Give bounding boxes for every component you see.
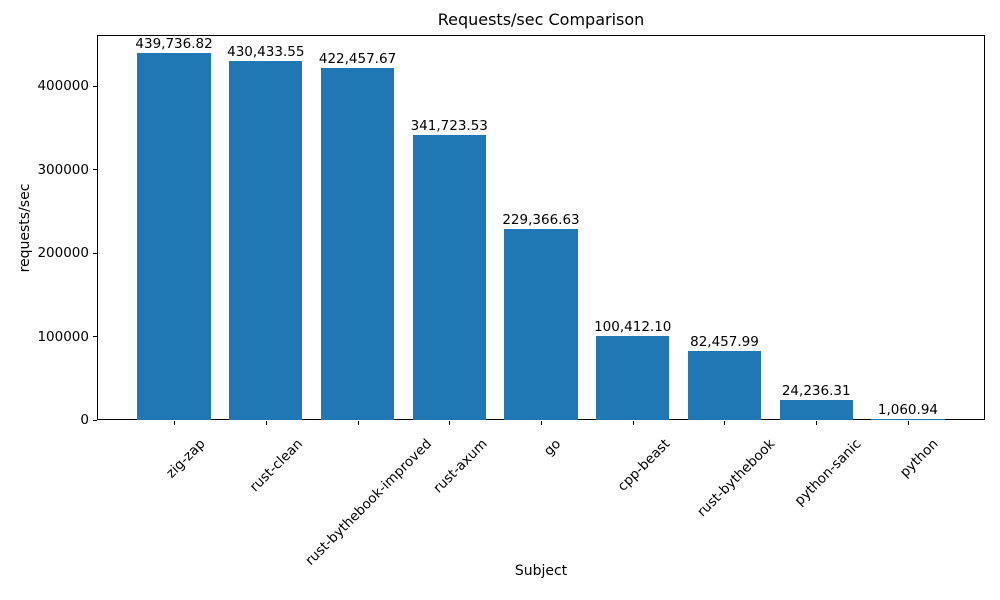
- y-tick-label: 200000: [37, 245, 89, 262]
- x-tick-label: rust-clean: [247, 436, 307, 496]
- y-tick: [93, 419, 97, 421]
- y-tick-label: 400000: [37, 78, 89, 95]
- y-tick: [93, 169, 97, 171]
- bar: [779, 400, 853, 420]
- bar: [871, 419, 945, 420]
- x-tick-label: python-sanic: [791, 436, 865, 509]
- x-tick-label: python: [897, 436, 942, 481]
- bar-value-label: 1,060.94: [877, 402, 938, 418]
- y-tick-label: 300000: [37, 161, 89, 178]
- x-tick: [541, 421, 542, 425]
- x-tick-label: rust-bythebook: [693, 436, 778, 521]
- x-tick: [265, 421, 267, 425]
- bar: [596, 336, 670, 420]
- bar-value-label: 24,236.31: [781, 383, 851, 399]
- x-tick: [907, 421, 909, 425]
- chart-title: Requests/sec Comparison: [437, 10, 645, 29]
- bar: [412, 135, 486, 420]
- y-tick: [93, 85, 97, 87]
- bar-value-label: 341,723.53: [410, 118, 488, 134]
- bar: [229, 61, 303, 420]
- y-tick: [93, 336, 97, 338]
- bar: [320, 68, 395, 420]
- bar-value-label: 229,366.63: [502, 212, 580, 228]
- x-tick-label: zig-zap: [162, 436, 209, 482]
- x-tick-label: go: [540, 436, 564, 460]
- x-tick-label: rust-axum: [430, 436, 491, 497]
- bar: [504, 229, 578, 420]
- y-tick-label: 0: [80, 412, 89, 428]
- bar-value-label: 422,457.67: [318, 51, 397, 67]
- x-tick: [449, 421, 451, 425]
- x-tick-label: cpp-beast: [614, 436, 674, 495]
- bar-value-label: 82,457.99: [690, 334, 759, 350]
- y-tick-label: 100000: [37, 328, 89, 345]
- x-tick-label: rust-bythebook-improved: [302, 436, 435, 569]
- x-axis-label: Subject: [514, 563, 568, 579]
- x-tick: [357, 421, 359, 425]
- bar: [687, 351, 762, 420]
- x-tick: [632, 421, 634, 425]
- bar-value-label: 430,433.55: [227, 44, 305, 60]
- bar-value-label: 100,412.10: [594, 319, 672, 335]
- y-tick: [93, 252, 97, 254]
- x-tick: [816, 421, 818, 425]
- x-tick: [724, 421, 726, 425]
- bar: [137, 53, 211, 420]
- bar-value-label: 439,736.82: [135, 36, 213, 52]
- x-tick: [174, 421, 176, 425]
